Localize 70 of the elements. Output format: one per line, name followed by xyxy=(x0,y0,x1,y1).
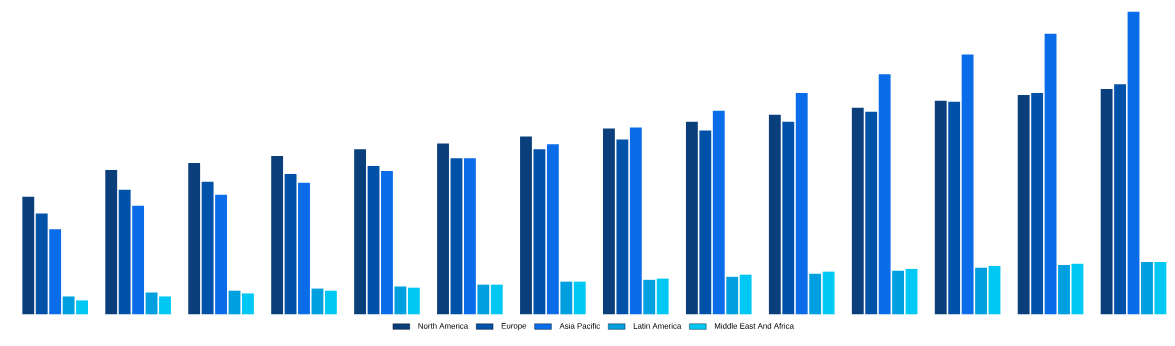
bar xyxy=(712,110,725,315)
bar xyxy=(934,100,947,315)
bar xyxy=(726,276,739,315)
bar xyxy=(685,121,698,315)
bar xyxy=(851,107,864,315)
bar xyxy=(975,267,987,315)
bar xyxy=(988,265,1001,315)
bar xyxy=(367,166,380,315)
bar xyxy=(905,268,918,315)
bar xyxy=(822,271,835,315)
bar xyxy=(809,273,822,315)
bar xyxy=(201,181,214,315)
bar xyxy=(1031,92,1044,315)
bar xyxy=(629,127,642,315)
bar xyxy=(795,92,808,315)
bar xyxy=(699,130,712,315)
bar xyxy=(1154,262,1167,315)
bar xyxy=(1114,84,1127,315)
bar xyxy=(560,281,573,315)
bar xyxy=(354,149,367,315)
bar xyxy=(1100,89,1113,315)
bar xyxy=(271,156,284,315)
bar xyxy=(62,296,75,315)
bar xyxy=(407,287,420,315)
bar xyxy=(520,136,532,315)
bar xyxy=(1071,263,1084,315)
bar xyxy=(1017,95,1030,315)
bar xyxy=(381,170,393,315)
bar xyxy=(145,292,158,315)
bar xyxy=(394,286,407,315)
bar xyxy=(159,296,171,315)
bar xyxy=(490,284,503,315)
bar xyxy=(546,144,559,315)
bar xyxy=(188,163,201,315)
bar xyxy=(76,300,88,315)
bar xyxy=(450,158,463,315)
bar xyxy=(533,149,546,315)
bar xyxy=(298,182,310,315)
bar xyxy=(892,270,905,315)
bar xyxy=(437,143,449,315)
bar xyxy=(49,229,62,315)
bar xyxy=(242,293,254,315)
bar xyxy=(463,158,476,315)
bar xyxy=(132,205,145,315)
bar xyxy=(477,284,490,315)
bar xyxy=(118,189,131,315)
bar xyxy=(878,74,891,315)
bar xyxy=(105,170,118,315)
bar xyxy=(643,279,656,315)
bar xyxy=(948,101,961,315)
bar xyxy=(739,274,752,315)
bar xyxy=(768,114,781,315)
bar xyxy=(616,139,629,315)
bar xyxy=(1141,262,1153,315)
bar xyxy=(656,278,669,315)
bar xyxy=(1044,33,1057,315)
bar xyxy=(1058,265,1070,315)
bar xyxy=(603,128,615,315)
bar xyxy=(573,281,586,315)
bar xyxy=(284,174,297,315)
bar xyxy=(865,111,878,315)
bar xyxy=(228,290,241,315)
bar xyxy=(1127,11,1140,315)
bar xyxy=(35,213,48,315)
bar xyxy=(782,121,795,315)
bar xyxy=(324,290,337,315)
bar xyxy=(22,196,35,315)
bar xyxy=(311,288,324,315)
bar xyxy=(215,194,227,315)
bar xyxy=(961,54,974,315)
